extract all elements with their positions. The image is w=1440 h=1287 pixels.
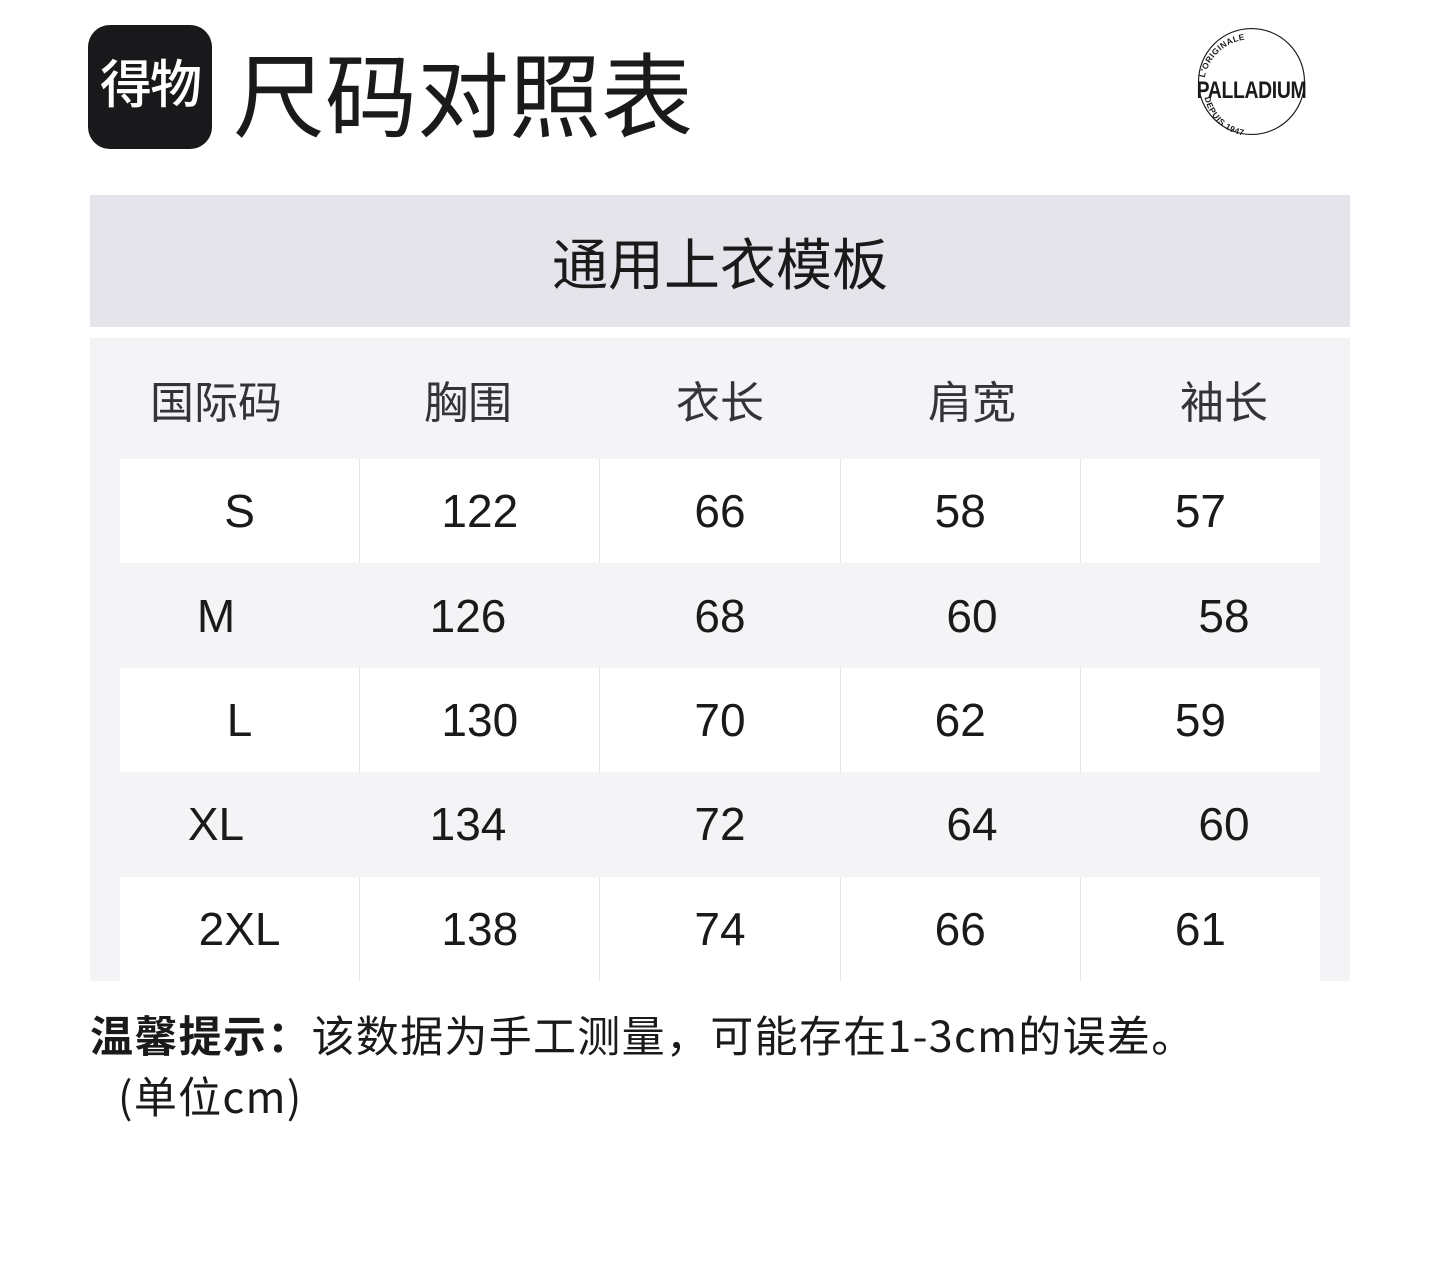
svg-text:PALLADIUM: PALLADIUM bbox=[1197, 76, 1307, 103]
svg-text:得物: 得物 bbox=[100, 43, 200, 118]
